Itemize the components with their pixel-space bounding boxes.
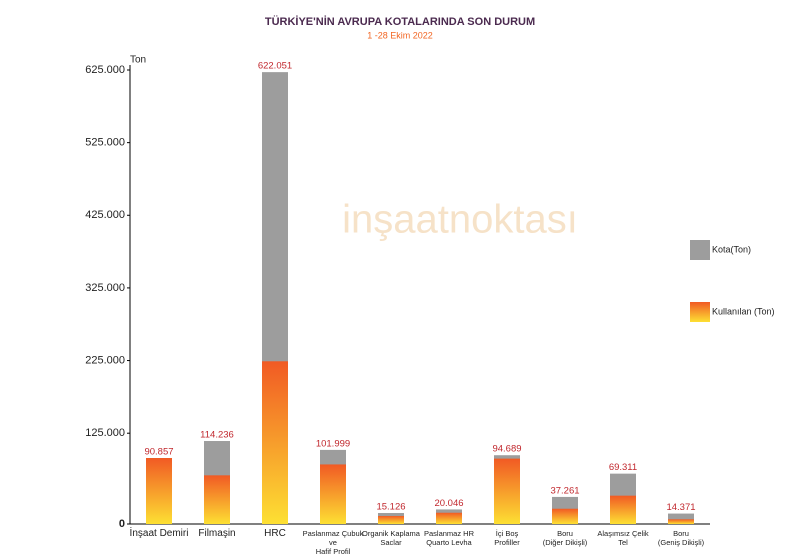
legend-swatch <box>690 302 710 322</box>
bar <box>378 516 404 524</box>
x-tick-label: Organik Kaplama Saclar <box>362 529 420 547</box>
y-tick-label: 125.000 <box>85 427 125 439</box>
x-tick-label: Boru (Diğer Dikişli) <box>542 529 588 547</box>
y-tick-label: 325.000 <box>85 282 125 294</box>
y-axis-label: Ton <box>130 55 146 66</box>
y-tick-label: 625.000 <box>85 64 125 76</box>
bar <box>668 513 694 524</box>
legend-swatch <box>690 240 710 260</box>
data-label: 14.371 <box>666 502 695 513</box>
x-tick-label: İnşaat Demiri <box>129 528 189 539</box>
watermark: inşaatnoktası <box>342 198 578 242</box>
bar <box>494 458 520 524</box>
bar <box>320 464 346 524</box>
data-label: 622.051 <box>258 61 292 72</box>
x-tick-label: Alaşımsız Çelik Tel <box>597 529 649 547</box>
bar <box>610 495 636 524</box>
data-label: 90.857 <box>144 447 173 458</box>
y-tick-label: 525.000 <box>85 137 125 149</box>
x-tick-label: HRC <box>264 528 286 539</box>
legend-label: Kota(Ton) <box>712 244 751 254</box>
x-tick-label: Paslanmaz HR Quarto Levha <box>423 529 475 547</box>
chart-title: TÜRKİYE'NİN AVRUPA KOTALARINDA SON DURUM <box>265 15 535 28</box>
data-label: 37.261 <box>550 485 579 496</box>
x-tick-label: İçi Boş Profiller <box>494 529 520 547</box>
x-tick-label: Paslanmaz Çubuk ve Hafif Profil <box>302 529 364 556</box>
bar <box>146 458 172 524</box>
x-tick-label: Boru (Geniş Dikişli) <box>657 529 705 547</box>
bar <box>552 508 578 524</box>
chart-subtitle: 1 -28 Ekim 2022 <box>367 30 433 40</box>
y-tick-label: 425.000 <box>85 209 125 221</box>
data-label: 94.689 <box>492 444 521 455</box>
y-tick-label: 0 <box>119 518 125 530</box>
data-label: 114.236 <box>200 430 234 441</box>
data-label: 101.999 <box>316 438 350 449</box>
bar <box>436 512 462 524</box>
data-label: 69.311 <box>609 462 637 473</box>
bar <box>204 475 230 524</box>
data-label: 15.126 <box>376 502 405 513</box>
bar <box>262 361 288 524</box>
data-label: 20.046 <box>434 498 463 509</box>
y-tick-label: 225.000 <box>85 354 125 366</box>
legend-label: Kullanılan (Ton) <box>712 306 775 316</box>
bar <box>668 519 694 524</box>
x-tick-label: Filmaşin <box>198 528 236 539</box>
